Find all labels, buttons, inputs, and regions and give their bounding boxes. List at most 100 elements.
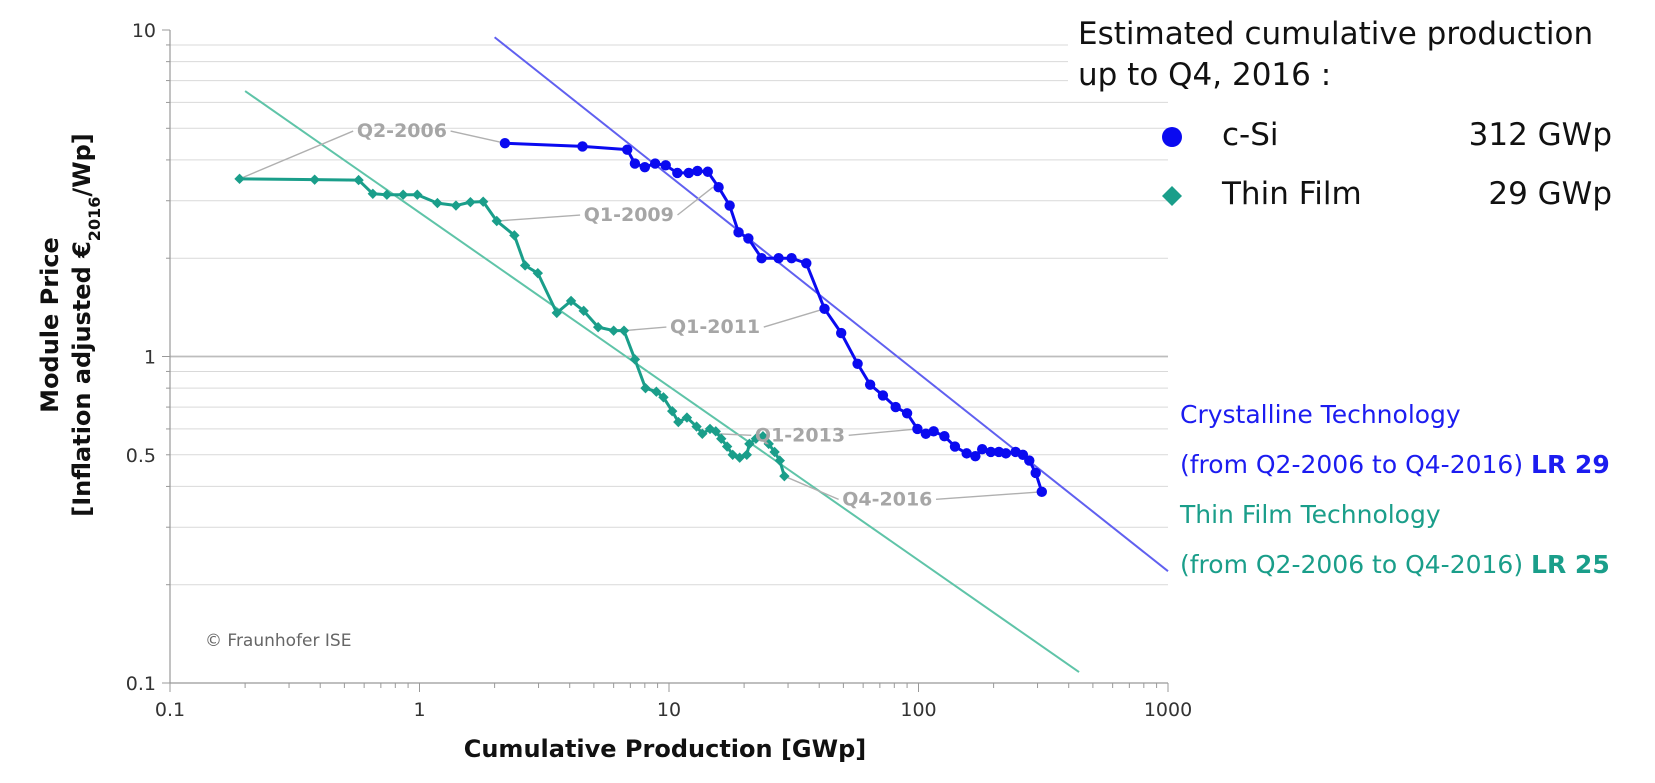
y-tick-label: 0.1 <box>126 673 156 695</box>
data-point-csi <box>724 200 735 211</box>
crystalline-label: Crystalline Technology <box>1180 400 1461 429</box>
data-point-thinfilm <box>565 295 577 307</box>
data-point-csi <box>1000 448 1012 459</box>
data-point-thinfilm <box>578 305 589 317</box>
data-point-thinfilm <box>727 449 738 460</box>
data-point-csi <box>672 167 683 179</box>
data-point-csi <box>1036 486 1047 498</box>
annotation-leader <box>450 130 506 144</box>
data-point-csi <box>890 401 901 413</box>
circle-icon <box>1162 127 1182 147</box>
data-point-csi <box>629 158 641 169</box>
annotation-leader <box>239 130 354 180</box>
data-point-thinfilm <box>716 433 727 444</box>
x-tick-label: 1 <box>413 699 425 721</box>
data-point-thinfilm <box>673 416 684 428</box>
trend-line-crystalline <box>493 36 1169 572</box>
data-point-csi <box>1030 467 1041 479</box>
data-point-csi <box>852 358 863 369</box>
crystalline-range-row: (from Q2-2006 to Q4-2016) LR 29 <box>1180 440 1650 490</box>
data-point-thinfilm <box>710 426 721 437</box>
x-tick-label: 1000 <box>1144 699 1192 721</box>
data-point-csi <box>702 166 713 177</box>
data-series <box>234 138 1047 498</box>
data-point-thinfilm <box>367 188 379 200</box>
data-point-csi <box>692 165 703 177</box>
data-point-csi <box>1024 455 1035 466</box>
gridlines <box>170 44 1168 586</box>
annotation-label: Q1-2009 <box>584 204 674 226</box>
legend-label-thinfilm: Thin Film <box>1222 176 1362 212</box>
data-point-csi <box>773 253 784 264</box>
annotation-leader <box>496 214 581 222</box>
legend-value-thinfilm: 29 GWp <box>1488 176 1612 212</box>
annotation-leader <box>763 308 825 328</box>
data-point-csi <box>756 253 767 264</box>
data-point-csi <box>864 379 876 390</box>
data-point-csi <box>819 303 830 314</box>
data-point-thinfilm <box>667 405 678 417</box>
summary-line2: up to Q4, 2016 : <box>1078 57 1332 93</box>
annotation-leader <box>623 326 667 332</box>
learning-rate-panel: Crystalline Technology (from Q2-2006 to … <box>1180 390 1650 590</box>
y-axis-label-line1: Module Price <box>36 237 64 413</box>
data-point-thinfilm <box>769 446 780 458</box>
trend-line-thinfilm <box>244 90 1080 673</box>
annotation-labels: Q2-2006 Q1-2009 Q1-2011 Q1-2013 Q4-2016 <box>357 120 933 510</box>
data-point-thinfilm <box>519 260 531 271</box>
annotation-leader <box>935 491 1042 501</box>
data-point-thinfilm <box>450 200 462 211</box>
axes: 0.1 1 10 100 1000 0.1 0.5 1 10 <box>126 20 1192 721</box>
trend-lines <box>244 36 1169 673</box>
data-point-thinfilm <box>774 455 785 466</box>
data-point-thinfilm <box>750 433 762 444</box>
annotation-label: Q4-2016 <box>842 488 932 510</box>
thinfilm-label: Thin Film Technology <box>1180 500 1441 529</box>
data-point-csi <box>683 167 694 179</box>
data-point-csi <box>939 431 950 442</box>
x-tick-label: 100 <box>900 699 936 721</box>
thinfilm-range-row: (from Q2-2006 to Q4-2016) LR 25 <box>1180 540 1650 590</box>
data-point-thinfilm <box>234 173 245 185</box>
data-point-csi <box>985 446 997 458</box>
data-point-csi <box>786 253 797 264</box>
data-point-thinfilm <box>551 307 562 319</box>
data-point-csi <box>976 444 988 455</box>
summary-line1: Estimated cumulative production <box>1078 16 1594 52</box>
data-point-csi <box>649 158 661 169</box>
data-point-thinfilm <box>658 392 669 403</box>
data-point-csi <box>877 390 889 401</box>
data-point-csi <box>743 233 754 244</box>
x-axis-label: Cumulative Production [GWp] <box>464 735 867 763</box>
data-point-thinfilm <box>629 354 641 365</box>
annotation-leader-lines <box>239 130 1042 501</box>
data-point-thinfilm <box>532 267 544 279</box>
data-point-thinfilm <box>432 197 443 209</box>
data-point-thinfilm <box>618 325 630 336</box>
data-point-thinfilm <box>309 174 320 185</box>
crystalline-lr: LR 29 <box>1531 450 1610 479</box>
data-point-thinfilm <box>412 189 423 200</box>
diamond-icon <box>1162 186 1182 206</box>
data-point-csi <box>499 138 511 149</box>
annotation-leader <box>677 186 714 216</box>
data-point-thinfilm <box>465 196 476 208</box>
copyright-text: © Fraunhofer ISE <box>205 631 351 651</box>
data-point-csi <box>901 408 913 419</box>
x-tick-label: 10 <box>657 699 681 721</box>
y-axis-label-sub: 2016 <box>85 197 104 242</box>
data-point-thinfilm <box>477 196 489 207</box>
data-point-thinfilm <box>640 382 651 394</box>
data-point-thinfilm <box>608 325 619 336</box>
data-point-thinfilm <box>763 438 774 450</box>
y-axis-label-pre: [Inflation adjusted € <box>68 241 96 517</box>
y-tick-label: 1 <box>144 347 156 369</box>
data-point-thinfilm <box>491 215 502 227</box>
data-point-csi <box>920 428 932 439</box>
y-tick-label: 10 <box>132 20 156 42</box>
data-point-csi <box>836 327 847 339</box>
data-point-thinfilm <box>353 174 364 186</box>
annotation-leader <box>716 433 752 436</box>
data-point-thinfilm <box>741 449 752 460</box>
